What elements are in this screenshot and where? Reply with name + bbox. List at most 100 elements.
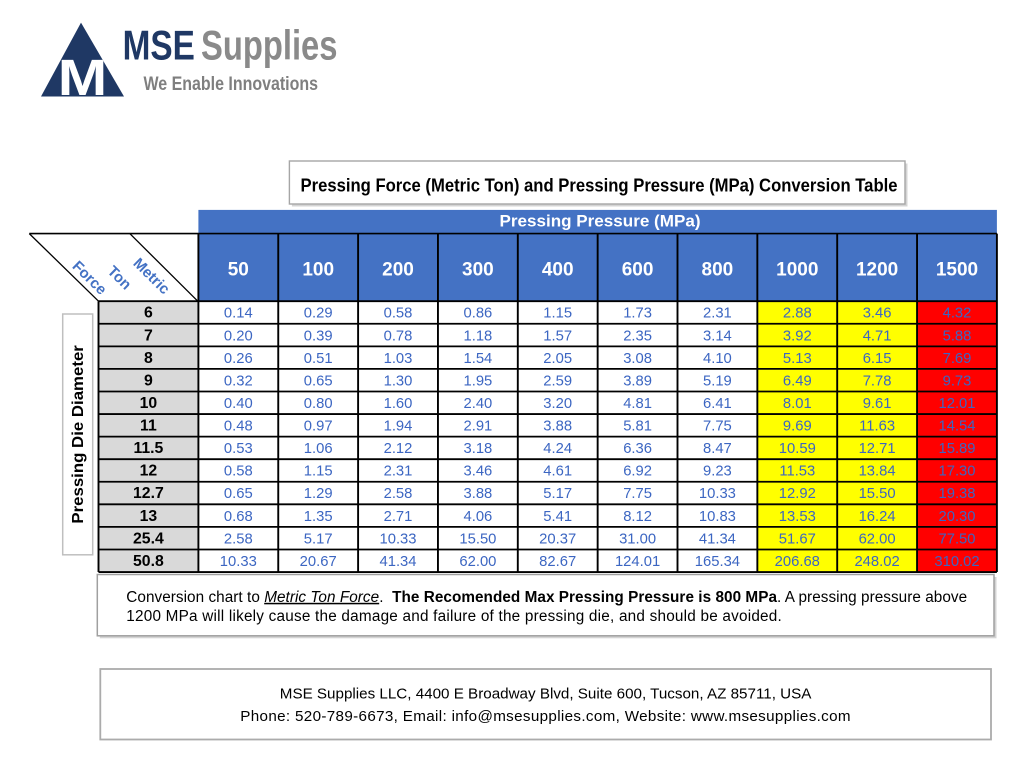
svg-text:14.54: 14.54 [938, 419, 975, 435]
svg-text:Pressing Force (Metric Ton) an: Pressing Force (Metric Ton) and Pressing… [301, 176, 898, 196]
svg-text:9.61: 9.61 [863, 396, 892, 412]
svg-text:4.61: 4.61 [543, 464, 572, 480]
svg-text:3.08: 3.08 [623, 351, 652, 367]
svg-text:7.75: 7.75 [623, 486, 652, 502]
svg-text:0.51: 0.51 [304, 351, 333, 367]
svg-text:1.18: 1.18 [463, 328, 492, 344]
svg-text:13.53: 13.53 [779, 509, 816, 525]
svg-text:8.01: 8.01 [783, 396, 812, 412]
svg-text:10.33: 10.33 [220, 554, 257, 570]
svg-text:10.33: 10.33 [379, 531, 416, 547]
svg-text:0.29: 0.29 [304, 306, 333, 322]
svg-text:1.15: 1.15 [543, 306, 572, 322]
svg-text:3.46: 3.46 [863, 306, 892, 322]
svg-text:20.67: 20.67 [300, 554, 337, 570]
svg-text:600: 600 [622, 260, 654, 281]
svg-text:124.01: 124.01 [615, 554, 660, 570]
svg-text:0.32: 0.32 [224, 373, 253, 389]
svg-text:5.17: 5.17 [543, 486, 572, 502]
svg-text:1.94: 1.94 [384, 419, 413, 435]
svg-text:5.88: 5.88 [943, 328, 972, 344]
svg-text:7.75: 7.75 [703, 419, 732, 435]
svg-text:6: 6 [144, 305, 153, 322]
svg-text:19.38: 19.38 [938, 486, 975, 502]
svg-text:0.26: 0.26 [224, 351, 253, 367]
svg-text:1.29: 1.29 [304, 486, 333, 502]
svg-text:62.00: 62.00 [459, 554, 496, 570]
svg-text:248.02: 248.02 [854, 554, 899, 570]
svg-text:Conversion chart to Metric Ton: Conversion chart to Metric Ton Force. Th… [126, 589, 967, 606]
svg-text:10: 10 [140, 395, 158, 412]
svg-text:0.14: 0.14 [224, 306, 253, 322]
svg-text:2.59: 2.59 [543, 373, 572, 389]
svg-text:Metric: Metric [130, 255, 173, 298]
svg-text:11: 11 [140, 418, 157, 435]
svg-text:12.92: 12.92 [779, 486, 816, 502]
svg-text:15.50: 15.50 [859, 486, 896, 502]
svg-text:0.86: 0.86 [463, 306, 492, 322]
svg-text:1.03: 1.03 [384, 351, 413, 367]
svg-text:0.48: 0.48 [224, 419, 253, 435]
svg-text:11.63: 11.63 [859, 419, 895, 435]
svg-text:0.65: 0.65 [224, 486, 253, 502]
svg-text:1200: 1200 [856, 260, 898, 281]
svg-text:5.19: 5.19 [703, 373, 732, 389]
svg-text:16.24: 16.24 [859, 509, 896, 525]
svg-text:0.68: 0.68 [224, 509, 253, 525]
svg-text:4.32: 4.32 [943, 306, 972, 322]
svg-text:310.02: 310.02 [934, 554, 979, 570]
svg-text:51.67: 51.67 [779, 531, 816, 547]
svg-text:3.88: 3.88 [543, 419, 572, 435]
svg-text:50.8: 50.8 [133, 553, 164, 570]
svg-text:10.59: 10.59 [779, 441, 816, 457]
svg-text:800: 800 [702, 260, 734, 281]
svg-text:6.92: 6.92 [623, 464, 652, 480]
svg-text:1200 MPa will likely cause the: 1200 MPa will likely cause the damage an… [126, 608, 782, 625]
svg-text:1.15: 1.15 [304, 464, 333, 480]
svg-text:2.12: 2.12 [384, 441, 413, 457]
svg-text:4.06: 4.06 [463, 509, 492, 525]
svg-text:12.01: 12.01 [938, 396, 975, 412]
svg-text:12.71: 12.71 [859, 441, 896, 457]
svg-text:11.5: 11.5 [133, 440, 163, 457]
svg-text:11.53: 11.53 [779, 464, 815, 480]
svg-text:1.60: 1.60 [384, 396, 413, 412]
svg-text:25.4: 25.4 [133, 530, 164, 547]
svg-text:10.83: 10.83 [699, 509, 736, 525]
svg-text:5.13: 5.13 [783, 351, 812, 367]
svg-text:15.89: 15.89 [938, 441, 975, 457]
svg-text:2.88: 2.88 [783, 306, 812, 322]
svg-text:MSE: MSE [123, 22, 195, 69]
svg-text:13.84: 13.84 [859, 464, 896, 480]
svg-text:9.73: 9.73 [943, 373, 972, 389]
svg-text:1.57: 1.57 [543, 328, 572, 344]
svg-text:0.20: 0.20 [224, 328, 253, 344]
svg-text:300: 300 [462, 260, 494, 281]
svg-text:1.95: 1.95 [463, 373, 492, 389]
svg-text:9.69: 9.69 [783, 419, 812, 435]
svg-text:0.58: 0.58 [224, 464, 253, 480]
svg-text:M: M [58, 49, 108, 106]
svg-text:3.88: 3.88 [463, 486, 492, 502]
svg-text:7: 7 [144, 327, 153, 344]
svg-text:0.40: 0.40 [224, 396, 253, 412]
svg-text:1500: 1500 [936, 260, 978, 281]
svg-text:0.97: 0.97 [304, 419, 333, 435]
svg-text:2.40: 2.40 [463, 396, 492, 412]
svg-text:8.47: 8.47 [703, 441, 732, 457]
svg-text:3.14: 3.14 [703, 328, 732, 344]
svg-text:4.24: 4.24 [543, 441, 572, 457]
svg-text:2.71: 2.71 [384, 509, 413, 525]
svg-text:41.34: 41.34 [379, 554, 416, 570]
svg-text:4.71: 4.71 [863, 328, 892, 344]
svg-text:165.34: 165.34 [695, 554, 740, 570]
svg-text:2.91: 2.91 [463, 419, 492, 435]
svg-text:6.15: 6.15 [863, 351, 892, 367]
svg-text:20.37: 20.37 [539, 531, 576, 547]
svg-text:2.58: 2.58 [224, 531, 253, 547]
svg-text:Pressing Die Diameter: Pressing Die Diameter [70, 345, 87, 524]
svg-text:3.18: 3.18 [463, 441, 492, 457]
svg-text:206.68: 206.68 [775, 554, 820, 570]
svg-text:MSE Supplies LLC, 4400 E Broad: MSE Supplies LLC, 4400 E Broadway Blvd, … [280, 685, 812, 702]
svg-text:Phone: 520-789-6673, Email: in: Phone: 520-789-6673, Email: info@msesupp… [240, 708, 851, 725]
